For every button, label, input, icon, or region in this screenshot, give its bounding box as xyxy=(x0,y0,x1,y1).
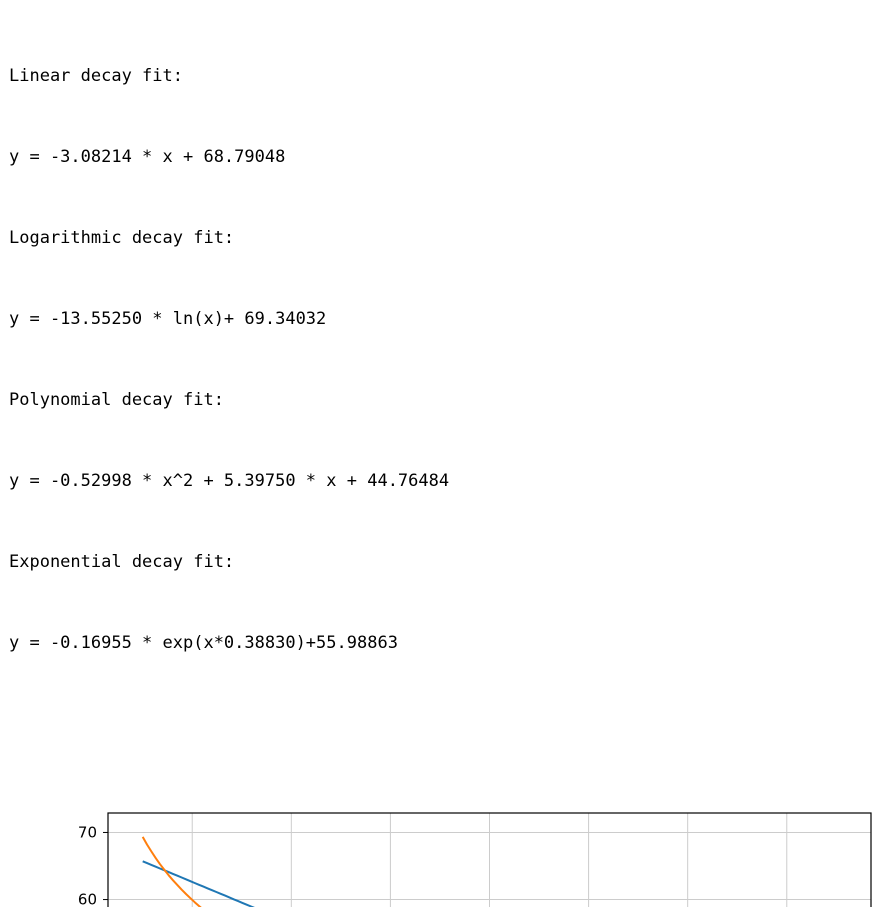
console-line: y = -3.08214 * x + 68.79048 xyxy=(9,147,286,167)
console-line: y = -0.16955 * exp(x*0.38830)+55.98863 xyxy=(9,633,398,653)
figure: 2468101214010203040506070xyy-originaly=a… xyxy=(26,795,886,907)
y-tick-label: 70 xyxy=(78,823,97,841)
console-line: Polynomial decay fit: xyxy=(9,390,224,410)
console-line: y = -0.52998 * x^2 + 5.39750 * x + 44.76… xyxy=(9,471,450,491)
axes-spines xyxy=(107,812,872,907)
plot-background xyxy=(26,795,886,907)
y-tick-label: 60 xyxy=(78,891,97,907)
console-line: y = -13.55250 * ln(x)+ 69.34032 xyxy=(9,309,327,329)
console-line: Linear decay fit: xyxy=(9,66,183,86)
console-line: Exponential decay fit: xyxy=(9,552,235,572)
console-line: Logarithmic decay fit: xyxy=(9,228,235,248)
console-output: Linear decay fit: y = -3.08214 * x + 68.… xyxy=(9,66,450,653)
decay-fit-chart: 2468101214010203040506070xyy-originaly=a… xyxy=(26,795,886,907)
